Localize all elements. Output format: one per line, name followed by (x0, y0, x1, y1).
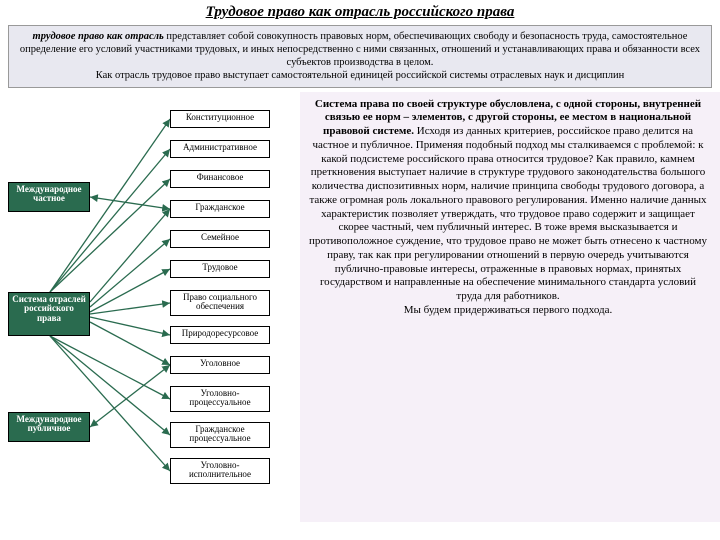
diagram-branch-node: Семейное (170, 230, 270, 248)
subtitle-line2: Как отрасль трудовое право выступает сам… (96, 70, 625, 81)
diagram-branch-node: Гражданское (170, 200, 270, 218)
diagram-branch-node: Гражданское процессуальное (170, 422, 270, 448)
diagram-hub-node: Международное частное (8, 182, 90, 212)
subtitle-lead: трудовое право как отрасль (33, 31, 164, 42)
commentary-closing: Мы будем придерживаться первого подхода. (404, 304, 613, 316)
diagram-hub-node: Система отраслей российского права (8, 292, 90, 336)
diagram-branch-node: Трудовое (170, 260, 270, 278)
diagram-branch-node: Право социального обеспечения (170, 290, 270, 316)
page-title: Трудовое право как отрасль российского п… (0, 0, 720, 23)
diagram-branch-node: Конституционное (170, 110, 270, 128)
diagram-branch-node: Уголовно-процессуальное (170, 386, 270, 412)
diagram-branch-node: Природоресурсовое (170, 326, 270, 344)
diagram-branch-node: Уголовно-исполнительное (170, 458, 270, 484)
diagram-branch-node: Административное (170, 140, 270, 158)
commentary-body: Исходя из данных критериев, российское п… (309, 125, 707, 302)
main-area: Международное частное Система отраслей ро… (0, 92, 720, 522)
diagram-branch-node: Финансовое (170, 170, 270, 188)
system-diagram: Международное частное Система отраслей ро… (0, 92, 300, 522)
subtitle-box: трудовое право как отрасль представляет … (8, 25, 712, 88)
diagram-hub-node: Международное публичное (8, 412, 90, 442)
commentary-column: Система права по своей структуре обуслов… (300, 92, 720, 522)
diagram-branch-node: Уголовное (170, 356, 270, 374)
